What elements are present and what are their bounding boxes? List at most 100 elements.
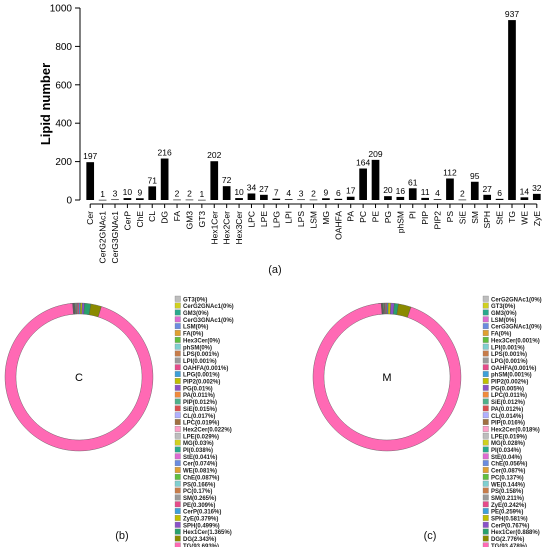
legend-swatch-pa: [174, 391, 181, 398]
x-tick-label-sph: SPH: [482, 211, 492, 228]
y-tick-label-1000: 1000: [50, 4, 73, 15]
legend-entry-pa: PA(0.012%): [491, 407, 523, 413]
bar-value-label-phsm: 16: [396, 186, 406, 196]
legend-swatch-hex3cer: [174, 336, 181, 343]
bar-hex1cer: [210, 161, 219, 200]
x-tick-label-hex1cer: Hex1Cer: [209, 211, 219, 245]
legend-entry-gt3: GT3(0%): [491, 304, 515, 310]
legend-entry-lpg: LPG(0.001%): [491, 359, 528, 365]
legend-entry-pg: PG(0.005%): [491, 386, 524, 392]
x-tick-label-zye: ZyE: [532, 211, 542, 226]
legend-entry-cer: Cer(0.087%): [491, 469, 525, 475]
legend-entry-phsm: phSM(0.001%): [491, 373, 532, 379]
legend-swatch-pc: [174, 487, 181, 494]
bar-fa: [173, 199, 181, 201]
bar-pip2: [433, 199, 442, 200]
legend-swatch-ps: [174, 480, 181, 487]
bar-sm: [470, 181, 479, 200]
legend-entry-lps: LPS(0.001%): [183, 352, 219, 358]
bar-value-label-cerg3gnac1: 3: [113, 188, 118, 198]
legend-entry-sm: SM(0.265%): [183, 496, 216, 502]
legend-swatch-pip2: [482, 378, 489, 384]
bar-value-label-we: 14: [520, 186, 530, 196]
slice-tg: [4, 303, 154, 452]
legend-entry-pip2: PIP2(0.002%): [183, 380, 220, 386]
legend-swatch-pip: [174, 398, 181, 405]
x-tick-label-pip: PIP: [420, 211, 430, 225]
legend-entry-lps: LPS(0.001%): [491, 352, 527, 358]
legend-m: CerG2GNAc1(0%)GT3(0%)GM3(0%)LSM(0%)CerG3…: [482, 295, 542, 550]
legend-entry-hex1cer: Hex1Cer(0.888%): [491, 530, 540, 536]
legend-swatch-sie: [482, 398, 489, 405]
bar-value-label-ste: 6: [497, 188, 502, 198]
y-axis-label: Lipid number: [38, 63, 53, 145]
legend-swatch-lpi: [174, 357, 181, 364]
legend-entry-lsm: LSM(0%): [183, 325, 208, 331]
bar-value-label-cerg2gnac1: 1: [100, 189, 105, 199]
legend-swatch-gt3: [482, 302, 489, 309]
bar-value-label-hex3cer: 10: [234, 187, 244, 197]
legend-swatch-cerg3gnac1: [482, 323, 489, 330]
x-tick-label-cer: Cer: [85, 211, 95, 225]
legend-entry-cer: Cer(0.074%): [183, 462, 217, 468]
bar-value-label-lpi: 4: [286, 188, 291, 198]
x-tick-label-pa: PA: [346, 211, 356, 222]
bar-lpg: [272, 198, 281, 200]
bar-zye: [532, 193, 541, 200]
legend-entry-oahfa: OAHFA(0.001%): [491, 366, 536, 372]
legend-entry-dg: DG(2.776%): [491, 537, 524, 543]
legend-swatch-hex1cer: [482, 528, 489, 535]
legend-swatch-hex2cer: [482, 425, 489, 432]
legend-swatch-pi: [174, 446, 181, 453]
legend-swatch-dg: [482, 535, 489, 542]
x-tick-label-pe: PE: [371, 211, 381, 223]
bar-value-label-pc: 164: [356, 158, 370, 168]
legend-swatch-lpi: [482, 343, 489, 350]
legend-entry-we: WE(0.144%): [491, 482, 525, 488]
bar-value-label-pg: 20: [383, 185, 393, 195]
legend-swatch-dg: [174, 535, 181, 542]
bar-cer: [86, 162, 95, 200]
x-tick-label-gm3: GM3: [184, 211, 194, 230]
bar-ste: [495, 198, 504, 200]
y-tick-label-200: 200: [55, 157, 72, 168]
legend-entry-cerg2gnac1: CerG2GNAc1(0%): [183, 304, 234, 310]
legend-swatch-oahfa: [482, 364, 489, 371]
legend-swatch-hex1cer: [174, 528, 181, 535]
legend-entry-lpe: LPE(0.019%): [491, 434, 527, 440]
legend-entry-lpg: LPG(0.001%): [183, 373, 220, 379]
legend-entry-hex1cer: Hex1Cer(1.365%): [183, 530, 232, 536]
bar-value-label-pip2: 4: [435, 188, 440, 198]
bar-dg: [160, 158, 169, 200]
bar-value-label-lsm: 2: [311, 189, 316, 199]
slice-tg: [312, 303, 462, 452]
y-tick-label-600: 600: [55, 80, 72, 91]
x-tick-label-ps: PS: [445, 211, 455, 223]
legend-entry-lsm: LSM(0%): [491, 318, 516, 324]
bar-value-label-hex1cer: 202: [207, 150, 221, 160]
legend-swatch-lpe: [174, 432, 181, 439]
legend-entry-sph: SPH(0.499%): [183, 523, 220, 529]
legend-swatch-cer: [174, 460, 181, 467]
legend-swatch-pe: [482, 508, 489, 515]
legend-swatch-tg: [482, 542, 489, 549]
legend-swatch-ps: [482, 487, 489, 494]
bar-we: [520, 197, 529, 200]
x-tick-label-gt3: GT3: [197, 211, 207, 228]
panel-label-c: (c): [424, 530, 437, 542]
legend-entry-pip2: PIP2(0.002%): [491, 380, 528, 386]
legend-swatch-sm: [174, 494, 181, 501]
legend-swatch-pip2: [174, 378, 181, 384]
legend-swatch-cl: [174, 412, 181, 419]
bar-value-label-sph: 27: [482, 184, 492, 194]
bar-value-label-pi: 61: [408, 177, 418, 187]
legend-swatch-che: [482, 460, 489, 467]
x-tick-label-dg: DG: [160, 211, 170, 224]
x-tick-label-sm: SM: [470, 211, 480, 224]
legend-swatch-oahfa: [174, 364, 181, 371]
legend-entry-fa: FA(0%): [491, 332, 511, 338]
legend-swatch-lps: [174, 350, 181, 357]
legend-swatch-pip: [482, 419, 489, 425]
